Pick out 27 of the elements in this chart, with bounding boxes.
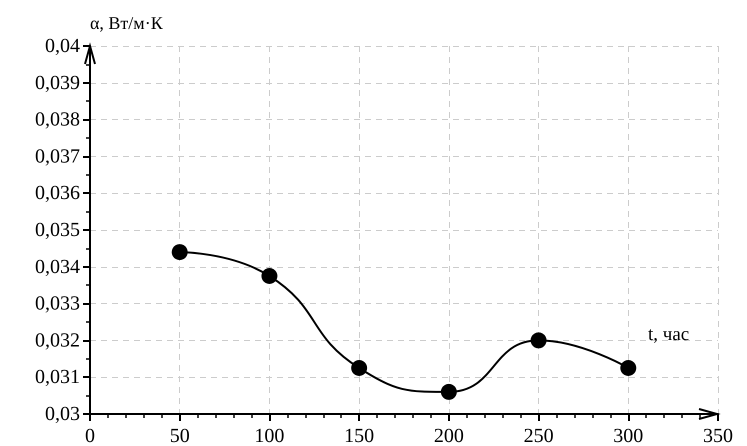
y-axis-title: α, Вт/м·К: [90, 13, 164, 33]
y-tick-label: 0,036: [35, 182, 80, 204]
y-tick-label: 0,039: [35, 72, 80, 94]
point: [530, 332, 547, 348]
x-tick-label: 100: [254, 425, 284, 446]
y-tick-label: 0,033: [35, 292, 80, 315]
y-tick-label: 0,03: [45, 403, 80, 425]
point: [351, 360, 368, 376]
y-tick-label: 0,031: [35, 366, 80, 388]
x-tick-label: 300: [613, 425, 644, 446]
y-tick-label: 0,034: [35, 256, 80, 278]
y-tick-label: 0,04: [45, 35, 80, 57]
y-tick-label: 0,035: [35, 219, 80, 241]
point: [620, 360, 636, 376]
x-tick-label: 200: [434, 425, 464, 446]
x-tick-label: 350: [703, 425, 733, 446]
x-tick-label: 150: [344, 425, 374, 446]
point: [440, 384, 457, 400]
y-tick-label: 0,032: [35, 329, 80, 352]
x-axis-title: t, час: [648, 324, 690, 345]
x-tick-label: 50: [170, 425, 190, 446]
x-tick-label: 0: [85, 425, 95, 446]
y-tick-label: 0,038: [35, 108, 80, 131]
y-tick-label: 0,037: [35, 145, 80, 168]
x-tick-label: 250: [524, 425, 554, 446]
point: [261, 268, 278, 284]
point: [172, 244, 188, 260]
